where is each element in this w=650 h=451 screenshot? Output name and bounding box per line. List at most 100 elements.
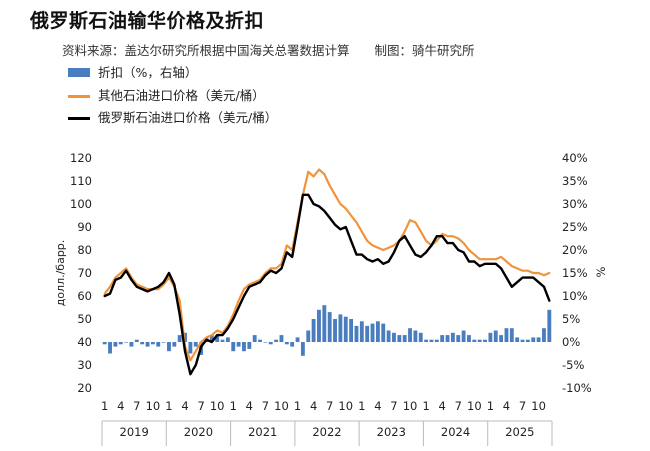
discount-bar (525, 339, 530, 342)
y-right-tick-label: 25% (562, 220, 588, 234)
discount-bar (488, 332, 493, 342)
x-month-tick-label: 4 (439, 399, 446, 413)
x-year-label: 2023 (377, 425, 406, 439)
y-left-tick-label: 100 (70, 197, 92, 211)
discount-bar (493, 330, 498, 342)
discount-bar (381, 323, 386, 342)
y-left-tick-label: 70 (77, 266, 92, 280)
discount-bar (236, 342, 241, 347)
y-left-tick-label: 40 (77, 335, 92, 349)
discount-bar (279, 335, 284, 342)
discount-bar (418, 332, 423, 342)
discount-bar (150, 342, 155, 345)
discount-bar (209, 335, 214, 342)
y-left-tick-label: 50 (77, 312, 92, 326)
discount-bar (461, 330, 466, 342)
discount-bar (429, 339, 434, 342)
discount-bar (434, 339, 439, 342)
y-right-tick-label: 15% (562, 266, 588, 280)
discount-bar (225, 337, 230, 342)
y-left-tick-label: 120 (70, 151, 92, 165)
discount-bar (129, 342, 134, 347)
discount-bar (397, 335, 402, 342)
discount-bar (520, 339, 525, 342)
y-left-tick-label: 80 (77, 243, 92, 257)
discount-bar (536, 337, 541, 342)
discount-bar (167, 342, 171, 352)
discount-bar (124, 342, 129, 343)
other-oil-price-line (103, 168, 551, 362)
discount-bar (365, 325, 370, 342)
x-month-tick-label: 7 (133, 399, 140, 413)
x-month-tick-label: 4 (181, 399, 188, 413)
x-year-label: 2020 (184, 425, 213, 439)
y-left-tick-label: 60 (77, 289, 92, 303)
x-month-tick-label: 4 (310, 399, 317, 413)
x-month-tick-label: 10 (146, 399, 161, 413)
x-month-tick-label: 10 (338, 399, 353, 413)
discount-bar (467, 335, 471, 342)
discount-bar (402, 335, 407, 342)
discount-bar (424, 339, 429, 342)
legend-swatch-orange-line (68, 95, 90, 98)
discount-bar (220, 339, 225, 342)
discount-bar (295, 337, 300, 342)
x-month-tick-label: 10 (274, 399, 289, 413)
discount-bar (392, 332, 396, 342)
discount-bar (156, 342, 161, 347)
discount-bar (268, 342, 273, 345)
x-month-tick-label: 4 (503, 399, 510, 413)
x-year-label: 2022 (312, 425, 341, 439)
x-month-tick-label: 7 (519, 399, 526, 413)
discount-bar (445, 335, 450, 342)
discount-bar (193, 342, 198, 347)
y-right-tick-label: -10% (562, 381, 592, 395)
discount-bar (311, 319, 316, 342)
y-right-axis-title: % (594, 266, 608, 277)
discount-bar (242, 342, 246, 352)
discount-bar (161, 342, 166, 343)
x-month-tick-label: 1 (487, 399, 494, 413)
x-year-label: 2025 (505, 425, 534, 439)
discount-bar (215, 335, 220, 342)
discount-bar (338, 314, 343, 342)
discount-bar (113, 342, 118, 347)
discount-bar (145, 342, 150, 347)
discount-bar (483, 339, 487, 342)
discount-bar (102, 342, 107, 345)
discount-bar (118, 342, 123, 345)
discount-bar (413, 330, 418, 342)
discount-bar (317, 309, 321, 342)
discount-bar (134, 339, 139, 342)
discount-bar (450, 332, 455, 342)
legend-swatch-black-line (68, 117, 90, 120)
legend-label-other-price: 其他石油进口价格（美元/桶） (98, 88, 265, 103)
discount-bar (306, 330, 311, 342)
discount-bar (108, 342, 112, 354)
discount-bar (177, 335, 182, 342)
discount-bar (477, 339, 482, 342)
discount-bar (531, 337, 536, 342)
y-right-tick-label: 35% (562, 174, 588, 188)
discount-bar (172, 342, 177, 347)
y-right-tick-label: 20% (562, 243, 588, 257)
discount-bar (547, 309, 552, 342)
y-right-tick-label: 40% (562, 151, 588, 165)
x-month-tick-label: 10 (403, 399, 418, 413)
discount-bar (359, 321, 364, 342)
discount-bar (354, 325, 359, 342)
x-month-tick-label: 1 (422, 399, 429, 413)
discount-bar (252, 335, 257, 342)
x-month-tick-label: 7 (197, 399, 204, 413)
x-month-tick-label: 4 (117, 399, 124, 413)
y-left-tick-label: 110 (70, 174, 92, 188)
discount-bar (375, 321, 380, 342)
discount-bar (140, 342, 145, 345)
discount-bar (542, 328, 546, 342)
discount-bar (258, 339, 262, 342)
legend-label-discount: 折扣（%，右轴） (98, 65, 198, 80)
y-left-axis-title: долл./барр. (54, 240, 67, 307)
legend-label-russia-price: 俄罗斯石油进口价格（美元/桶） (98, 110, 278, 125)
x-month-tick-label: 1 (101, 399, 108, 413)
